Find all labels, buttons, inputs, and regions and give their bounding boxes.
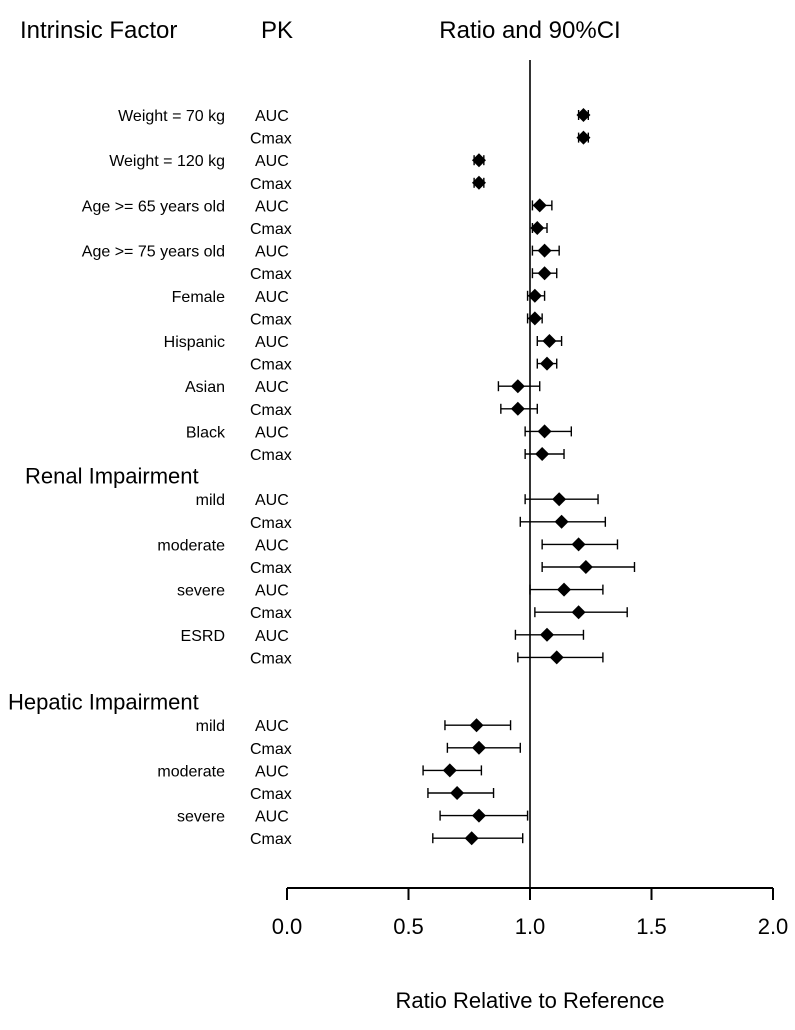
point-estimate	[557, 583, 571, 597]
pk-label: Cmax	[250, 402, 292, 419]
point-estimate	[542, 334, 556, 348]
group-label: Hispanic	[164, 334, 225, 351]
point-estimate	[470, 718, 484, 732]
point-estimate	[465, 831, 479, 845]
pk-label: Cmax	[250, 560, 292, 577]
group-label: ESRD	[181, 628, 225, 645]
point-estimate	[511, 402, 525, 416]
point-estimate	[450, 786, 464, 800]
group-label: mild	[196, 492, 225, 509]
pk-label: Cmax	[250, 447, 292, 464]
pk-label: AUC	[255, 289, 289, 306]
pk-label: AUC	[255, 198, 289, 215]
pk-label: AUC	[255, 424, 289, 441]
point-estimate	[472, 741, 486, 755]
pk-label: Cmax	[250, 357, 292, 374]
header-intrinsic-factor: Intrinsic Factor	[20, 17, 177, 44]
x-tick-label: 1.5	[636, 914, 667, 939]
point-estimate	[538, 424, 552, 438]
group-label: severe	[177, 583, 225, 600]
x-axis-label: Ratio Relative to Reference	[395, 988, 664, 1013]
x-tick-label: 0.0	[272, 914, 303, 939]
point-estimate	[552, 492, 566, 506]
point-estimate	[540, 357, 554, 371]
pk-label: Cmax	[250, 176, 292, 193]
group-label: Asian	[185, 379, 225, 396]
pk-label: AUC	[255, 537, 289, 554]
group-label: Female	[172, 289, 225, 306]
x-tick-label: 2.0	[758, 914, 789, 939]
pk-label: AUC	[255, 108, 289, 125]
point-estimate	[443, 763, 457, 777]
group-label: mild	[196, 718, 225, 735]
pk-label: Cmax	[250, 311, 292, 328]
point-estimate	[579, 560, 593, 574]
header-ratio-ci: Ratio and 90%CI	[439, 17, 620, 44]
point-estimate	[472, 809, 486, 823]
point-estimate	[550, 650, 564, 664]
group-label: Age >= 75 years old	[82, 244, 225, 261]
group-label: Weight = 120 kg	[109, 153, 225, 170]
pk-label: Cmax	[250, 266, 292, 283]
point-estimate	[535, 447, 549, 461]
pk-label: AUC	[255, 153, 289, 170]
x-tick-label: 0.5	[393, 914, 424, 939]
pk-label: Cmax	[250, 131, 292, 148]
section-label: Hepatic Impairment	[8, 690, 199, 715]
group-label: Weight = 70 kg	[118, 108, 225, 125]
x-tick-label: 1.0	[515, 914, 546, 939]
point-estimate	[538, 244, 552, 258]
point-estimate	[540, 628, 554, 642]
pk-label: AUC	[255, 334, 289, 351]
point-estimate	[555, 515, 569, 529]
pk-label: Cmax	[250, 605, 292, 622]
pk-label: AUC	[255, 809, 289, 826]
point-estimate	[511, 379, 525, 393]
point-estimate	[572, 537, 586, 551]
pk-label: AUC	[255, 492, 289, 509]
section-label: Renal Impairment	[25, 464, 199, 489]
group-label: Age >= 65 years old	[82, 198, 225, 215]
pk-label: AUC	[255, 763, 289, 780]
group-label: moderate	[157, 537, 225, 554]
pk-label: Cmax	[250, 741, 292, 758]
pk-label: AUC	[255, 583, 289, 600]
header-pk: PK	[261, 17, 293, 44]
rows-layer: Weight = 70 kg AUC Cmax Weight = 120 kg AUC C…	[8, 60, 634, 888]
group-label: severe	[177, 809, 225, 826]
pk-label: Cmax	[250, 831, 292, 848]
pk-label: AUC	[255, 379, 289, 396]
x-axis: 0.0 0.5 1.0 1.5 2.0	[272, 888, 789, 939]
point-estimate	[572, 605, 586, 619]
pk-label: Cmax	[250, 650, 292, 667]
pk-label: Cmax	[250, 515, 292, 532]
pk-label: AUC	[255, 244, 289, 261]
pk-label: AUC	[255, 628, 289, 645]
pk-label: Cmax	[250, 786, 292, 803]
group-label: moderate	[157, 763, 225, 780]
point-estimate	[538, 266, 552, 280]
point-estimate	[533, 198, 547, 212]
pk-label: AUC	[255, 718, 289, 735]
pk-label: Cmax	[250, 221, 292, 238]
group-label: Black	[186, 424, 226, 441]
